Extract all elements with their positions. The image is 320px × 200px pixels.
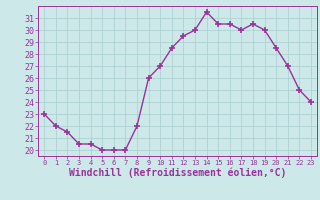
X-axis label: Windchill (Refroidissement éolien,°C): Windchill (Refroidissement éolien,°C) [69,168,286,178]
